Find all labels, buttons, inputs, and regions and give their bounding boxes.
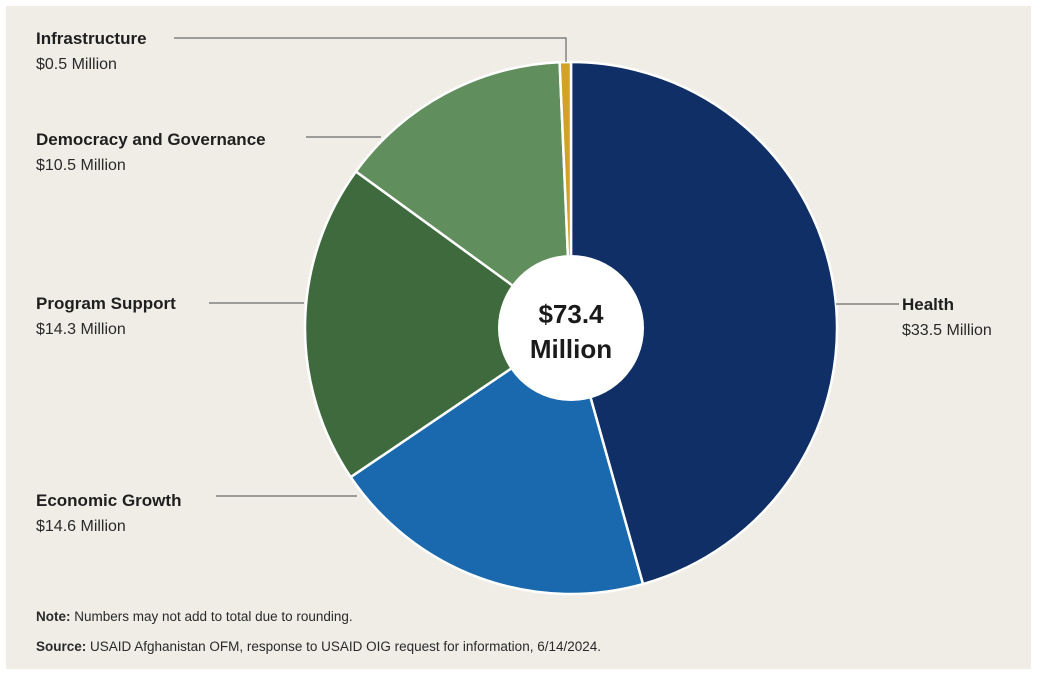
value-program-support: $14.3 Million <box>36 321 126 338</box>
value-health: $33.5 Million <box>902 322 992 339</box>
label-health: Health <box>902 295 954 314</box>
leader-line-infrastructure <box>174 37 567 62</box>
slice-democracy-and-governance <box>354 60 573 330</box>
value-democracy-and-governance: $10.5 Million <box>36 157 126 174</box>
total-unit: Million <box>530 334 612 364</box>
chart-card: $73.4 Million Health $33.5 Million Economi… <box>6 6 1031 669</box>
donut-chart: $73.4 Million Health $33.5 Million Economi… <box>36 29 992 596</box>
label-infrastructure: Infrastructure <box>36 29 147 48</box>
source: Source: USAID Afghanistan OFM, response … <box>36 639 601 654</box>
label-economic-growth: Economic Growth <box>36 491 181 510</box>
note: Note: Numbers may not add to total due t… <box>36 609 353 624</box>
donut-center-hole <box>498 255 644 401</box>
note-text: Numbers may not add to total due to roun… <box>70 609 353 624</box>
label-program-support: Program Support <box>36 294 176 313</box>
value-economic-growth: $14.6 Million <box>36 518 126 535</box>
label-democracy-and-governance: Democracy and Governance <box>36 130 266 149</box>
total-amount: $73.4 <box>538 299 604 329</box>
slice-health <box>569 60 839 586</box>
source-text: USAID Afghanistan OFM, response to USAID… <box>86 639 602 654</box>
slice-labels: Health $33.5 Million Economic Growth $14.6 … <box>36 29 992 535</box>
note-prefix: Note: <box>36 609 71 624</box>
leader-lines <box>174 37 899 497</box>
slice-program-support <box>303 170 573 479</box>
value-infrastructure: $0.5 Million <box>36 56 117 73</box>
source-prefix: Source: <box>36 639 87 654</box>
